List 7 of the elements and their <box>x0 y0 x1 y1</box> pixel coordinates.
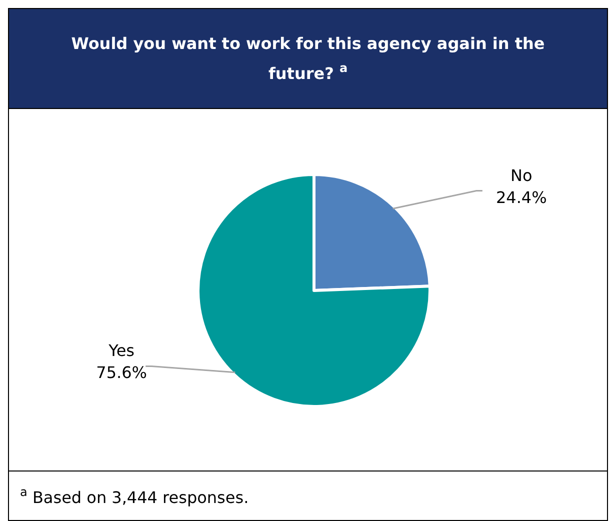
data-label: 75.6% <box>96 363 148 382</box>
chart-title: Would you want to work for this agency again in the future? $^{a}$ <box>71 34 545 83</box>
text: $^{a}$ Based on 3,444 responses. <box>20 485 249 507</box>
slice-label: No <box>510 166 532 185</box>
pie-slice <box>196 173 432 408</box>
slice-label: Yes <box>108 341 135 360</box>
data-label: 24.4% <box>496 188 547 207</box>
